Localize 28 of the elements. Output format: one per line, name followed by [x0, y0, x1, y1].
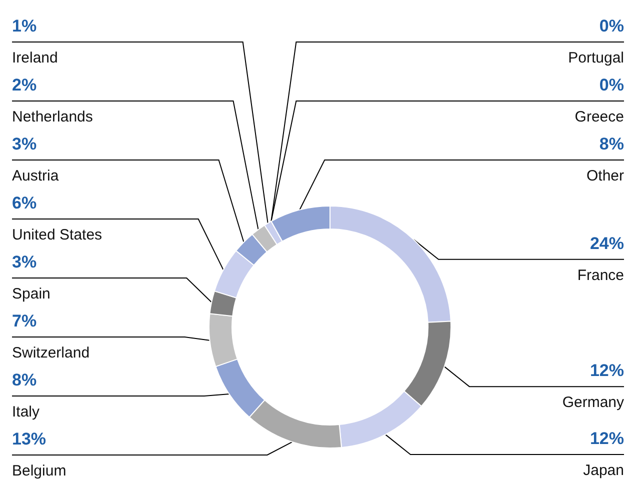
- text: 0%: [599, 16, 624, 36]
- data-label: 12%: [590, 361, 624, 380]
- slice-label: Germany: [562, 394, 624, 412]
- data-label: 24%: [590, 234, 624, 253]
- slice-label: Netherlands: [12, 108, 93, 126]
- slice-label: Switzerland: [12, 344, 90, 362]
- slice-label: Belgium: [12, 462, 66, 480]
- slice-label: Ireland: [12, 50, 58, 66]
- category-label: Portugal: [568, 50, 624, 66]
- data-label: 8%: [599, 134, 624, 154]
- data-label: 12%: [590, 429, 624, 448]
- slice-label: Spain: [12, 286, 50, 302]
- data-label: 7%: [12, 312, 37, 330]
- data-label: 3%: [12, 134, 37, 154]
- slice-label: United States: [12, 226, 102, 244]
- category-label: Greece: [574, 108, 624, 126]
- slice-label: Italy: [12, 404, 40, 420]
- data-label: 13%: [12, 430, 46, 448]
- slice-label: Japan: [583, 462, 624, 480]
- slice-label: Other: [586, 168, 624, 184]
- data-label: 2%: [12, 76, 37, 94]
- data-label: 3%: [12, 252, 37, 272]
- slice-label: France: [577, 266, 624, 284]
- text: 0%: [599, 76, 624, 94]
- data-label: 8%: [12, 370, 37, 390]
- slice-label: Austria: [12, 168, 60, 184]
- data-label: 1%: [12, 16, 37, 36]
- data-label: 6%: [12, 194, 37, 212]
